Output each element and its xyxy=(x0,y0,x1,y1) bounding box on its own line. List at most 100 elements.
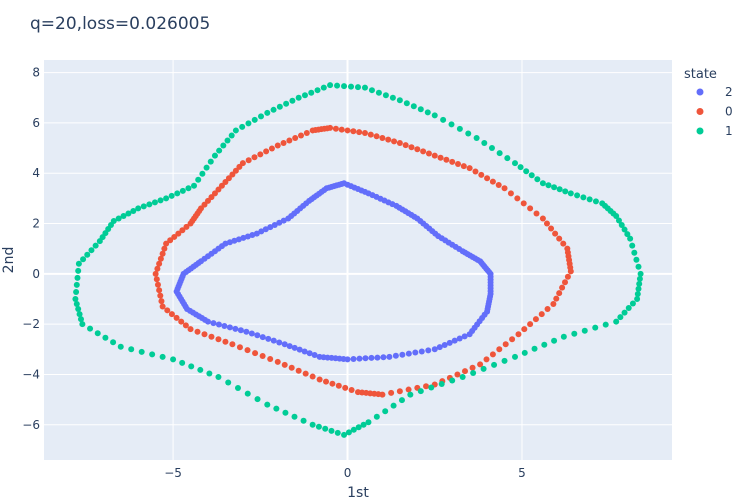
data-point xyxy=(455,160,462,167)
data-point xyxy=(624,231,631,238)
data-point xyxy=(274,142,281,149)
data-point xyxy=(360,421,367,428)
legend-item-2[interactable]: 2 xyxy=(696,85,733,99)
chart-title: q=20,loss=0.026005 xyxy=(30,14,210,34)
data-point xyxy=(514,195,521,202)
data-point xyxy=(182,322,189,329)
data-point xyxy=(211,190,218,197)
plot-area xyxy=(44,60,672,460)
data-point xyxy=(541,341,548,348)
data-point xyxy=(355,389,361,396)
data-point xyxy=(592,324,599,331)
data-point xyxy=(153,276,160,283)
data-point xyxy=(449,158,456,165)
data-point xyxy=(466,331,473,338)
data-point xyxy=(236,163,243,170)
data-point xyxy=(581,327,588,334)
data-point xyxy=(367,131,374,138)
data-point xyxy=(368,87,375,94)
data-point xyxy=(154,281,161,288)
data-point xyxy=(120,212,127,219)
data-point xyxy=(443,156,450,163)
data-point xyxy=(407,391,414,398)
legend-item-0[interactable]: 0 xyxy=(696,105,733,119)
data-point xyxy=(110,339,117,346)
data-point xyxy=(159,303,166,310)
data-point xyxy=(75,306,82,313)
data-point xyxy=(440,116,447,123)
data-point xyxy=(459,373,466,380)
data-point xyxy=(199,170,206,177)
data-point xyxy=(361,129,368,136)
data-point xyxy=(195,176,202,183)
data-point xyxy=(229,171,236,178)
data-point xyxy=(224,137,231,144)
data-point xyxy=(396,140,403,147)
data-point xyxy=(425,150,432,157)
data-point xyxy=(431,152,438,159)
data-point xyxy=(636,280,643,287)
data-point xyxy=(276,339,283,346)
data-point xyxy=(302,370,309,377)
data-point xyxy=(135,205,142,212)
data-point xyxy=(286,137,293,144)
data-point xyxy=(556,186,563,193)
data-point xyxy=(74,274,81,281)
data-point xyxy=(574,192,581,199)
data-point xyxy=(478,171,485,178)
data-point xyxy=(198,205,204,212)
data-point xyxy=(481,140,488,147)
legend[interactable]: state 2 0 1 xyxy=(684,67,733,138)
data-point xyxy=(259,334,266,341)
data-point xyxy=(221,322,228,329)
data-point xyxy=(75,267,82,274)
data-point xyxy=(216,147,223,154)
data-point xyxy=(179,227,186,234)
data-point xyxy=(617,314,624,321)
data-point xyxy=(173,314,180,321)
data-point xyxy=(138,348,145,355)
data-point xyxy=(592,198,599,205)
series-2 xyxy=(173,180,494,363)
legend-marker xyxy=(696,88,704,96)
data-point xyxy=(386,353,393,360)
data-point xyxy=(460,163,467,170)
data-point xyxy=(631,249,638,256)
data-point xyxy=(402,142,409,149)
data-point xyxy=(225,175,232,182)
data-point xyxy=(391,138,398,145)
data-point xyxy=(251,154,258,161)
data-point xyxy=(73,288,80,295)
data-point xyxy=(472,168,479,175)
data-point xyxy=(211,152,218,159)
data-point xyxy=(560,333,567,340)
legend-item-1[interactable]: 1 xyxy=(696,124,733,138)
data-point xyxy=(517,164,524,171)
data-point xyxy=(515,331,522,338)
data-point xyxy=(634,290,641,297)
data-point xyxy=(140,203,147,210)
data-point xyxy=(544,306,551,313)
data-point xyxy=(79,321,86,328)
data-point xyxy=(431,346,438,353)
y-tick-label: 4 xyxy=(32,166,40,180)
data-point xyxy=(405,386,412,393)
data-point xyxy=(355,84,361,91)
data-point xyxy=(489,351,496,358)
data-point xyxy=(586,196,593,203)
data-point xyxy=(424,109,431,116)
data-point xyxy=(170,356,177,363)
data-point xyxy=(613,318,620,325)
data-point xyxy=(527,321,534,328)
data-point xyxy=(341,83,348,90)
data-point xyxy=(265,335,272,342)
data-point xyxy=(168,192,175,199)
data-point xyxy=(348,83,355,90)
data-point xyxy=(504,155,511,162)
data-point xyxy=(159,250,166,257)
data-point xyxy=(283,100,290,107)
y-tick-label: −4 xyxy=(22,367,40,381)
data-point xyxy=(94,330,101,337)
data-point xyxy=(264,109,271,116)
data-point xyxy=(461,333,468,340)
